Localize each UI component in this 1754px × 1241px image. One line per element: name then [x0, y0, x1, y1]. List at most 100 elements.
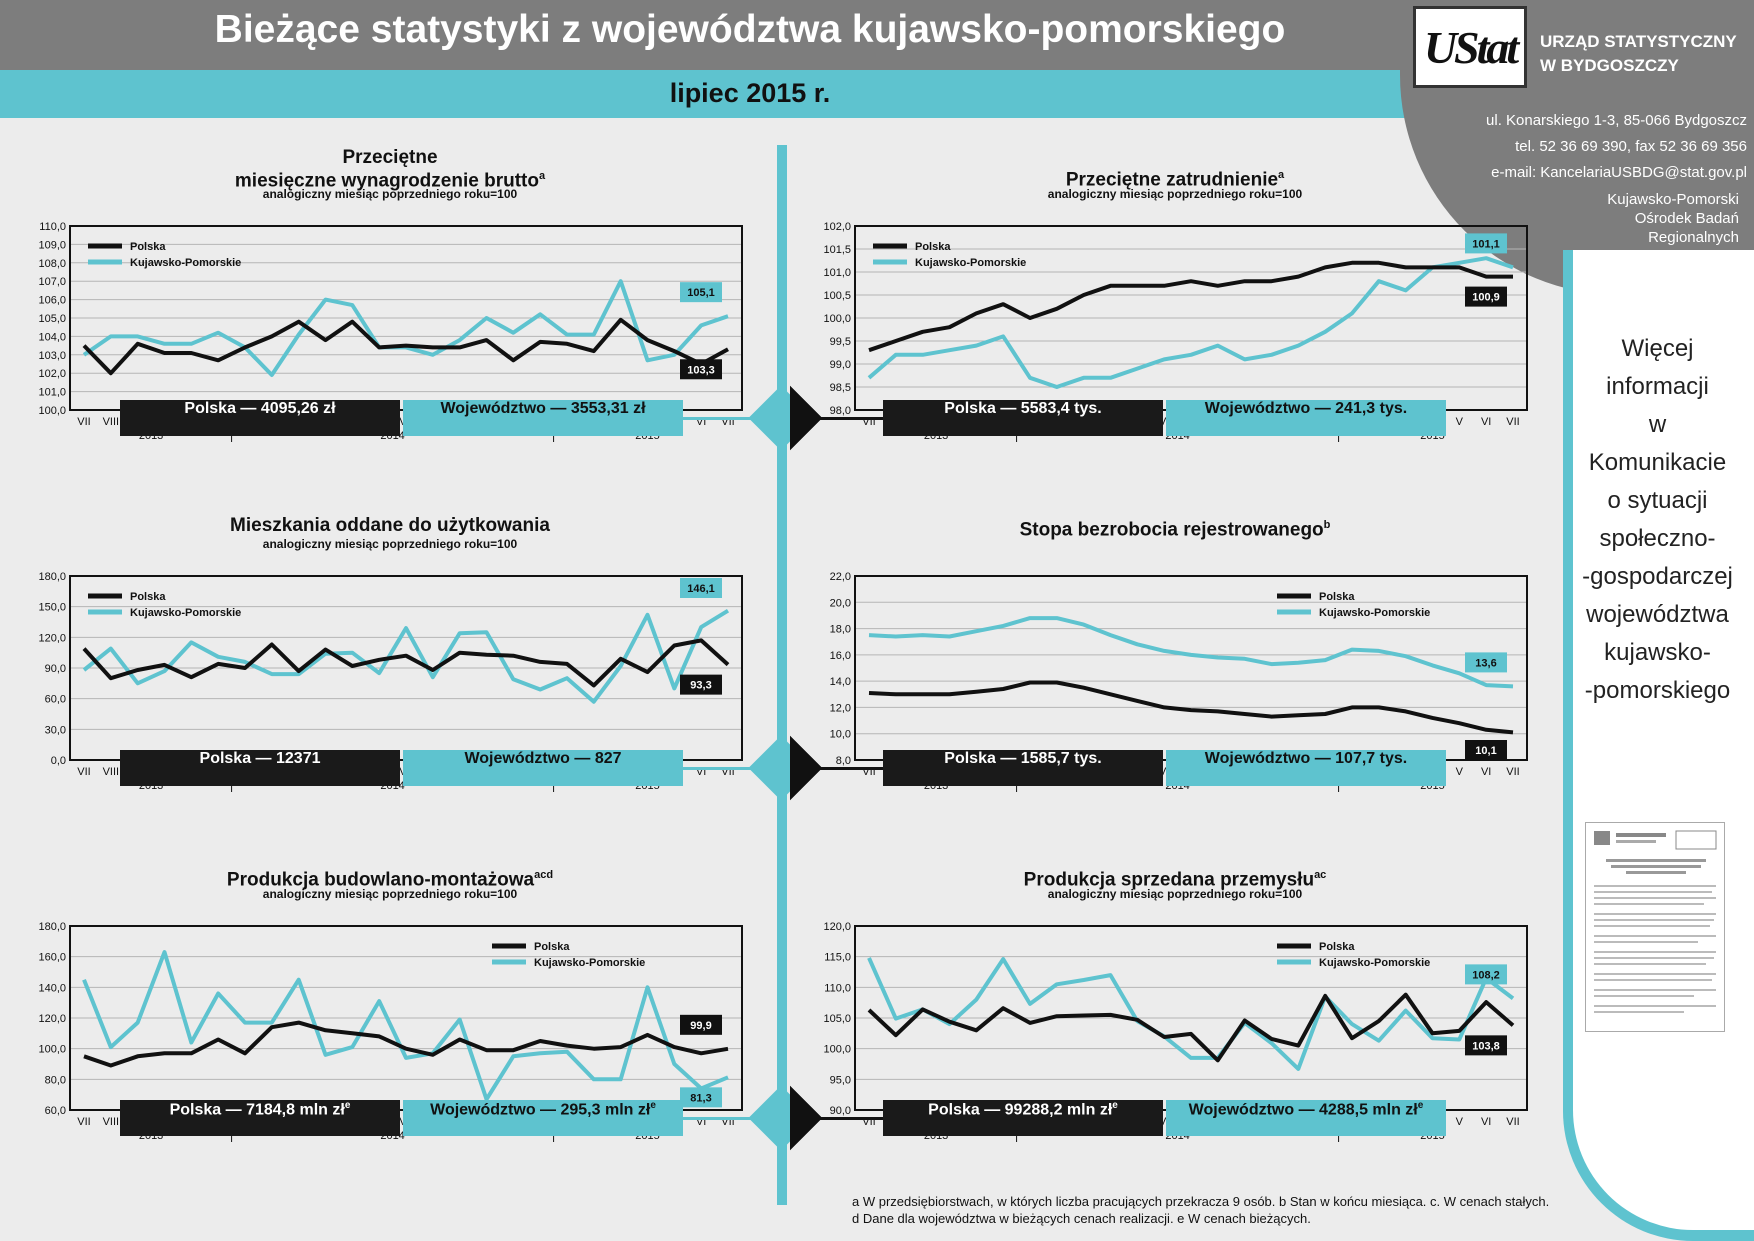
y-tick-label: 106,0: [38, 295, 66, 307]
connector-line: [785, 417, 883, 420]
y-tick-label: 22,0: [830, 571, 851, 583]
summary-polska: Polska — 12371: [120, 750, 400, 786]
y-tick-label: 99,5: [830, 336, 851, 348]
chart-title-line-2: Produkcja budowlano-montażowaacd: [140, 866, 640, 889]
summary-region: Województwo — 827: [403, 750, 683, 786]
summary-footnote-mark: e: [650, 1100, 656, 1111]
y-tick-label: 120,0: [38, 632, 66, 644]
summary-footnote-mark: e: [1417, 1100, 1424, 1111]
y-tick-label: 107,0: [38, 276, 66, 288]
more-info-line: w: [1648, 411, 1667, 438]
legend-label-polska: Polska: [130, 591, 166, 603]
summary-region: Województwo — 4288,5 mln złe: [1166, 1100, 1446, 1136]
chart-title-footnote-mark: a: [1278, 169, 1285, 181]
more-info-line: Komunikacie: [1588, 449, 1727, 476]
legend-label-polska: Polska: [1319, 941, 1355, 953]
legend-label-polska: Polska: [130, 241, 166, 253]
chart-subtitle: analogiczny miesiąc poprzedniego roku=10…: [1047, 187, 1303, 201]
polska-end-label-box: [1465, 740, 1507, 760]
chart-title: Przeciętne miesięczne wynagrodzenie brutt…: [140, 148, 640, 190]
footnote-line-2: d Dane dla województwa w bieżących cenac…: [852, 1211, 1311, 1226]
summary-polska-text: Polska — 7184,8 mln zł: [169, 1101, 345, 1119]
chart-subtitle: analogiczny miesiąc poprzedniego roku=10…: [1047, 887, 1303, 901]
x-tick-label: VI: [1159, 1116, 1169, 1128]
y-tick-label: 104,0: [38, 331, 66, 343]
y-tick-label: 120,0: [823, 921, 851, 933]
x-tick-label: VIII: [103, 1116, 120, 1128]
chart-title-footnote-mark: b: [1323, 519, 1331, 531]
y-tick-label: 60,0: [45, 694, 66, 706]
chart-panel-4: Stopa bezrobocia rejestrowanegob 8,0 10,0 1…: [785, 470, 1545, 820]
more-info-line: kujawsko-: [1604, 639, 1711, 666]
line-chart-1: 100,0 101,0 102,0 103,0 104,0 105,0 106,0 107,0…: [38, 221, 743, 442]
y-tick-label: 160,0: [38, 952, 66, 964]
x-tick-label: VI: [1159, 416, 1169, 428]
chart-title-line-2: Mieszkania oddane do użytkowania: [140, 516, 640, 535]
legend-label-region: Kujawsko-Pomorskie: [130, 607, 241, 619]
region-end-label: 81,3: [690, 1092, 711, 1104]
region-series-line: [868, 616, 1514, 689]
y-tick-label: 12,0: [830, 702, 851, 714]
polska-end-label: 93,3: [690, 680, 711, 692]
contact-info: ul. Konarskiego 1-3, 85-066 Bydgoszcz te…: [1387, 108, 1747, 186]
summary-region-text: Województwo — 107,7 tys.: [1204, 750, 1408, 767]
more-info-text[interactable]: Więcej informacji w Komunikacie o sytuac…: [1575, 330, 1740, 710]
region-end-label: 101,1: [1472, 238, 1500, 250]
region-end-label-box: [1465, 964, 1507, 985]
chart-title-line-1: Przeciętne: [342, 147, 438, 168]
chart-title-text: Mieszkania oddane do użytkowania: [230, 515, 550, 536]
connector-line: [683, 1117, 777, 1120]
x-tick-label: VII: [1506, 766, 1519, 778]
chart-title-line-2: Przeciętne zatrudnieniea: [925, 166, 1425, 189]
x-tick-label: VIII: [103, 416, 120, 428]
y-tick-label: 20,0: [830, 597, 851, 609]
y-tick-label: 150,0: [38, 602, 66, 614]
chart-title-line-2: miesięczne wynagrodzenie bruttoa: [140, 167, 640, 190]
chart-title-text: Stopa bezrobocia rejestrowanego: [1019, 519, 1324, 541]
legend-label-region: Kujawsko-Pomorskie: [130, 257, 241, 269]
logo-text: UStat: [1423, 21, 1519, 73]
y-tick-label: 120,0: [38, 1013, 66, 1025]
y-tick-label: 100,0: [38, 405, 66, 417]
summary-polska-text: Polska — 99288,2 mln zł: [928, 1101, 1113, 1119]
connector-line: [785, 767, 883, 770]
office-line-1: URZĄD STATYSTYCZNY: [1540, 32, 1737, 51]
region-end-label-box: [1465, 652, 1507, 673]
chart-title-line-2: Stopa bezrobocia rejestrowanegob: [925, 516, 1425, 539]
x-tick-label: VII: [1506, 1116, 1519, 1128]
address: ul. Konarskiego 1-3, 85-066 Bydgoszcz: [1486, 112, 1747, 129]
polska-series-line: [867, 992, 1515, 1063]
ustat-logo[interactable]: UStat: [1413, 6, 1527, 88]
x-tick-label: VI: [1481, 1116, 1491, 1128]
email-link[interactable]: e-mail: KancelariaUSBDG@stat.gov.pl: [1491, 164, 1747, 181]
line-chart-4: 8,010,012,014,016,018,020,022,0VIIVIIIIX…: [830, 571, 1528, 792]
polska-series-line: [868, 260, 1513, 353]
more-info-line: o sytuacji: [1607, 487, 1708, 514]
x-tick-label: VI: [1481, 416, 1491, 428]
polska-end-label: 99,9: [690, 1020, 711, 1032]
region-series-line: [82, 950, 729, 1102]
line-chart-5: 60,0 80,0 100,0 120,0 140,0 160,0 180,0 VII VIII…: [38, 921, 743, 1142]
y-tick-label: 18,0: [830, 624, 851, 636]
legend-label-region: Kujawsko-Pomorskie: [534, 957, 645, 969]
summary-polska: Polska — 99288,2 mln złe: [883, 1100, 1163, 1136]
report-thumbnail[interactable]: [1585, 822, 1725, 1032]
page-title: Bieżące statystyki z województwa kujawsk…: [214, 8, 1286, 51]
legend-label-polska: Polska: [534, 941, 570, 953]
x-tick-label: V: [1456, 766, 1464, 778]
region-end-label: 105,1: [687, 287, 715, 299]
y-tick-label: 100,5: [823, 290, 851, 302]
center-line-1: Kujawsko-Pomorski: [1607, 191, 1739, 208]
region-series-line: [867, 256, 1514, 389]
polska-end-label: 10,1: [1475, 745, 1496, 757]
chart-panel-2: Przeciętne zatrudnieniea analogiczny mies…: [785, 120, 1545, 470]
chart-subtitle: analogiczny miesiąc poprzedniego roku=10…: [262, 887, 518, 901]
summary-region-text: Województwo — 4288,5 mln zł: [1188, 1101, 1418, 1119]
x-tick-label: VI: [696, 416, 706, 428]
y-tick-label: 100,0: [823, 313, 851, 325]
footnote-line-1: a W przedsiębiorstwach, w których liczba…: [852, 1194, 1550, 1209]
y-tick-label: 100,0: [823, 1044, 851, 1056]
summary-polska: Polska — 4095,26 zł: [120, 400, 400, 436]
polska-series-line: [868, 680, 1514, 735]
more-info-line: Więcej: [1621, 335, 1694, 362]
